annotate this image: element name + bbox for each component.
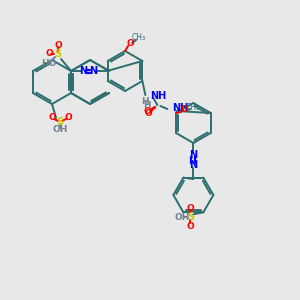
Text: O: O — [187, 222, 194, 231]
Text: O: O — [126, 40, 134, 49]
Text: H: H — [142, 98, 149, 106]
Text: N: N — [189, 150, 197, 160]
Text: S: S — [56, 117, 64, 127]
Text: O: O — [64, 113, 72, 122]
Text: H: H — [144, 101, 151, 110]
Text: CH₃: CH₃ — [186, 103, 200, 112]
Text: O: O — [48, 113, 56, 122]
Text: O: O — [145, 109, 152, 118]
Text: S: S — [55, 49, 62, 59]
Text: N: N — [189, 160, 197, 170]
Text: O: O — [187, 204, 194, 213]
Text: O: O — [143, 106, 151, 116]
Text: N: N — [89, 66, 97, 76]
Text: NH: NH — [150, 91, 167, 101]
Text: OH: OH — [52, 125, 68, 134]
Text: S: S — [187, 212, 194, 222]
Text: N: N — [79, 66, 87, 76]
Text: OH: OH — [175, 213, 190, 222]
Text: O: O — [54, 40, 62, 50]
Text: O: O — [180, 106, 188, 115]
Text: HO: HO — [41, 58, 57, 68]
Text: CH₃: CH₃ — [132, 34, 146, 43]
Text: O: O — [45, 50, 53, 58]
Text: NH: NH — [172, 103, 189, 113]
